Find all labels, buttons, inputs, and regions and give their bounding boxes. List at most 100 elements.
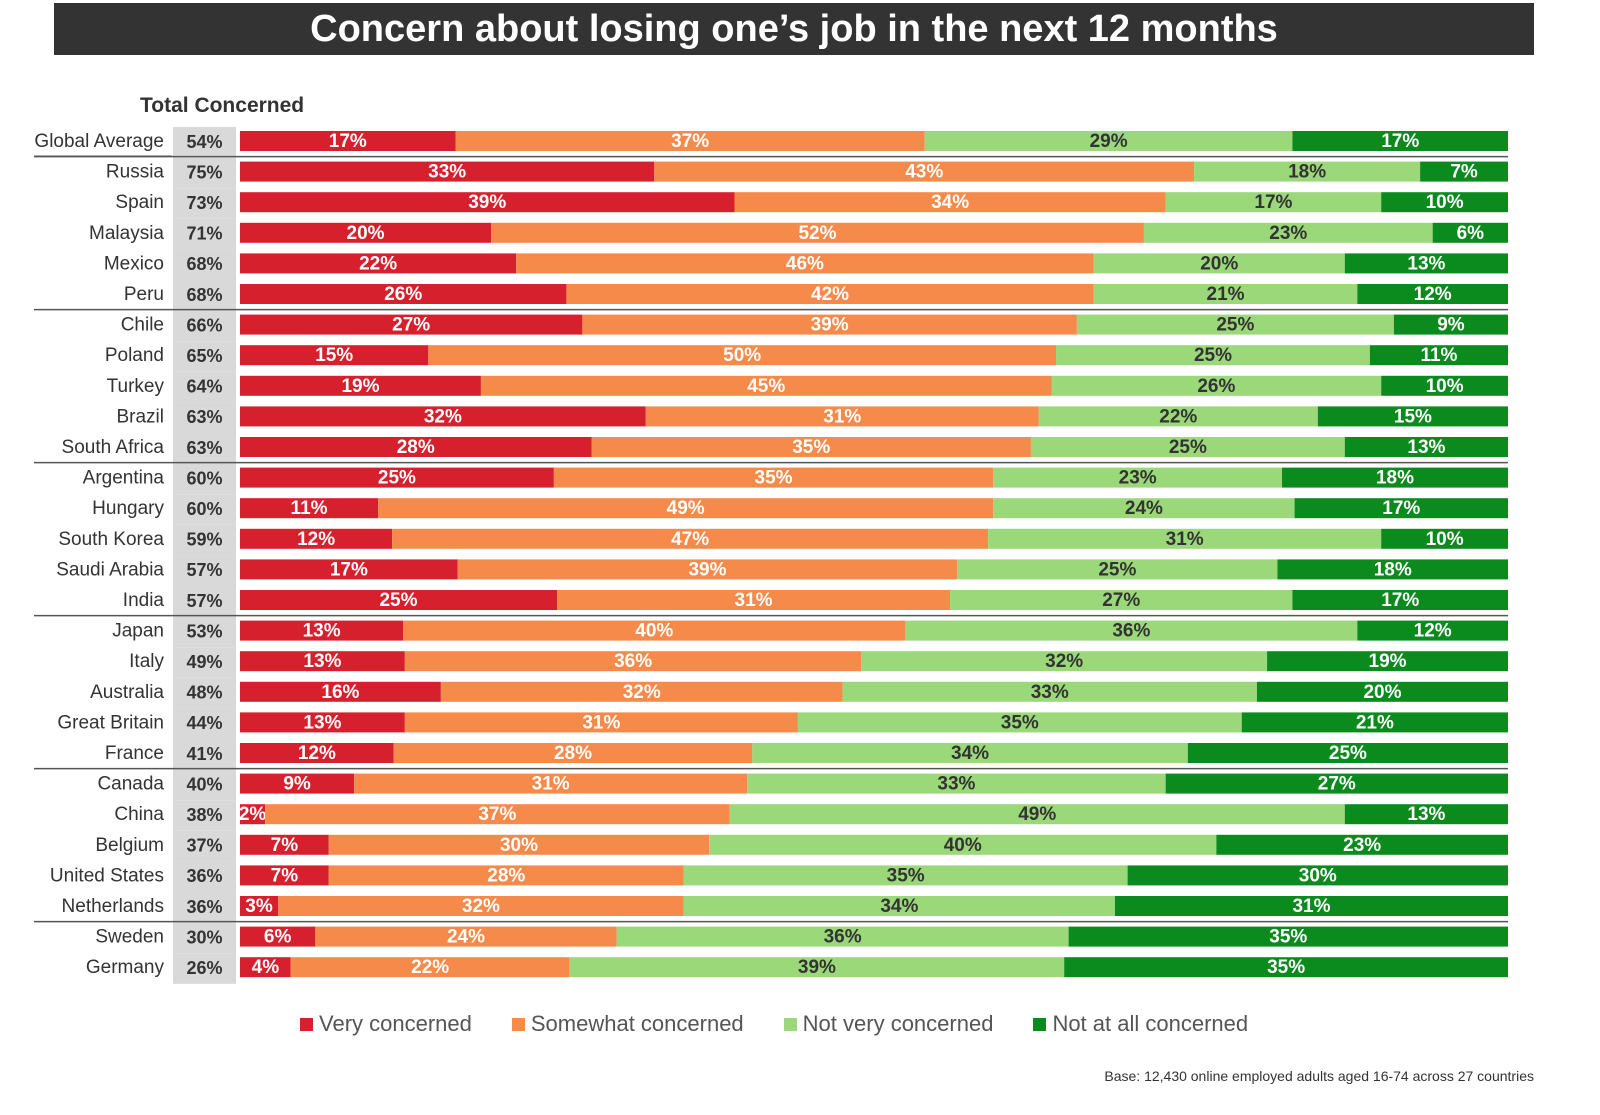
data-label: 31% — [582, 712, 620, 733]
bar-segment — [240, 743, 394, 763]
data-label: 23% — [1269, 223, 1307, 244]
total-concerned-value: 63% — [186, 438, 222, 458]
bar-segment — [553, 467, 994, 488]
bar-segment — [240, 467, 554, 488]
total-concerned-value: 59% — [186, 530, 222, 550]
data-label: 35% — [1267, 957, 1305, 978]
bar-segment — [328, 865, 684, 886]
data-label: 35% — [755, 468, 793, 489]
bar-segment — [905, 620, 1358, 641]
data-label: 10% — [1426, 192, 1464, 213]
data-label: 27% — [392, 315, 430, 336]
bar-segment — [240, 192, 735, 213]
bar-segment — [616, 926, 1069, 947]
bar-segment — [861, 651, 1268, 672]
data-label: 28% — [487, 865, 525, 886]
chart-title: Concern about losing one’s job in the ne… — [54, 3, 1534, 55]
data-label: 28% — [554, 743, 592, 764]
data-label: 25% — [1169, 437, 1207, 458]
country-label: Global Average — [34, 131, 164, 152]
country-label: Mexico — [104, 253, 164, 274]
total-concerned-value: 60% — [186, 468, 222, 488]
bar-segment — [1114, 896, 1508, 916]
country-label: Saudi Arabia — [56, 559, 164, 580]
data-label: 11% — [1420, 345, 1457, 366]
bar-segment — [842, 681, 1257, 702]
bar-segment — [240, 651, 405, 672]
total-concerned-cell — [173, 800, 236, 831]
bar-segment — [924, 131, 1293, 151]
data-label: 34% — [880, 896, 918, 917]
country-label: India — [123, 590, 165, 611]
bar-segment — [1344, 437, 1508, 457]
data-label: 24% — [447, 927, 485, 948]
country-label: South Korea — [58, 529, 164, 550]
bar-segment — [265, 804, 730, 825]
country-label: Sweden — [95, 927, 164, 948]
total-concerned-value: 36% — [186, 897, 222, 917]
bar-segment — [1267, 651, 1508, 672]
data-label: 45% — [747, 376, 785, 397]
data-label: 22% — [1159, 406, 1197, 427]
bar-segment — [354, 773, 748, 794]
data-label: 13% — [303, 651, 341, 672]
bar-segment — [428, 345, 1057, 366]
data-label: 12% — [297, 529, 335, 550]
data-label: 17% — [1381, 131, 1419, 152]
bar-segment — [440, 681, 843, 702]
bar-segment — [1256, 681, 1508, 702]
data-label: 16% — [321, 682, 359, 703]
data-label: 43% — [905, 162, 943, 183]
bar-segment — [950, 590, 1293, 610]
bar-segment — [392, 528, 989, 549]
bar-segment — [240, 712, 405, 733]
data-label: 30% — [1299, 865, 1337, 886]
total-concerned-cell — [173, 739, 236, 770]
bar-segment — [557, 590, 951, 610]
total-concerned-value: 68% — [186, 254, 222, 274]
bar-segment — [1357, 284, 1508, 304]
total-concerned-value: 63% — [186, 407, 222, 427]
bar-segment — [1420, 161, 1508, 182]
total-concerned-value: 26% — [186, 958, 222, 978]
stacked-bar-chart: Global Average 54% 17% 37% 29% 17% Russia 75% 33… — [34, 127, 1508, 984]
data-label: 7% — [271, 865, 299, 886]
bar-segment — [404, 712, 798, 733]
total-concerned-cell — [173, 861, 236, 892]
total-concerned-cell — [173, 188, 236, 219]
bar-segment — [240, 865, 329, 886]
data-label: 9% — [283, 774, 311, 795]
bar-segment — [457, 559, 958, 580]
data-label: 26% — [1197, 376, 1235, 397]
country-label: Russia — [106, 162, 165, 183]
legend-swatch — [783, 1017, 797, 1031]
bar-segment — [516, 253, 1094, 274]
bar-segment — [1165, 192, 1382, 213]
data-label: 25% — [379, 590, 417, 611]
data-label: 29% — [1090, 131, 1128, 152]
data-label: 27% — [1318, 774, 1356, 795]
country-label: South Africa — [62, 437, 165, 458]
total-concerned-cell — [173, 463, 236, 495]
bar-segment — [1282, 467, 1508, 488]
total-concerned-value: 71% — [186, 224, 222, 244]
bar-segment — [1127, 865, 1508, 886]
bar-segment — [566, 284, 1094, 304]
data-label: 18% — [1376, 468, 1414, 489]
country-label: Australia — [90, 682, 164, 703]
bar-segment — [993, 498, 1295, 519]
data-label: 33% — [1031, 682, 1069, 703]
bar-segment — [645, 406, 1039, 427]
bar-segment — [1187, 743, 1508, 763]
data-label: 40% — [944, 835, 982, 856]
country-label: Canada — [97, 774, 164, 795]
legend-item: Very concerned — [300, 1011, 472, 1037]
data-label: 42% — [811, 284, 849, 305]
data-label: 39% — [688, 559, 726, 580]
data-label: 12% — [1414, 621, 1452, 642]
bar-segment — [1241, 712, 1508, 733]
data-label: 39% — [811, 315, 849, 336]
bar-segment — [240, 131, 456, 151]
total-concerned-value: 57% — [186, 591, 222, 611]
data-label: 36% — [1112, 621, 1150, 642]
